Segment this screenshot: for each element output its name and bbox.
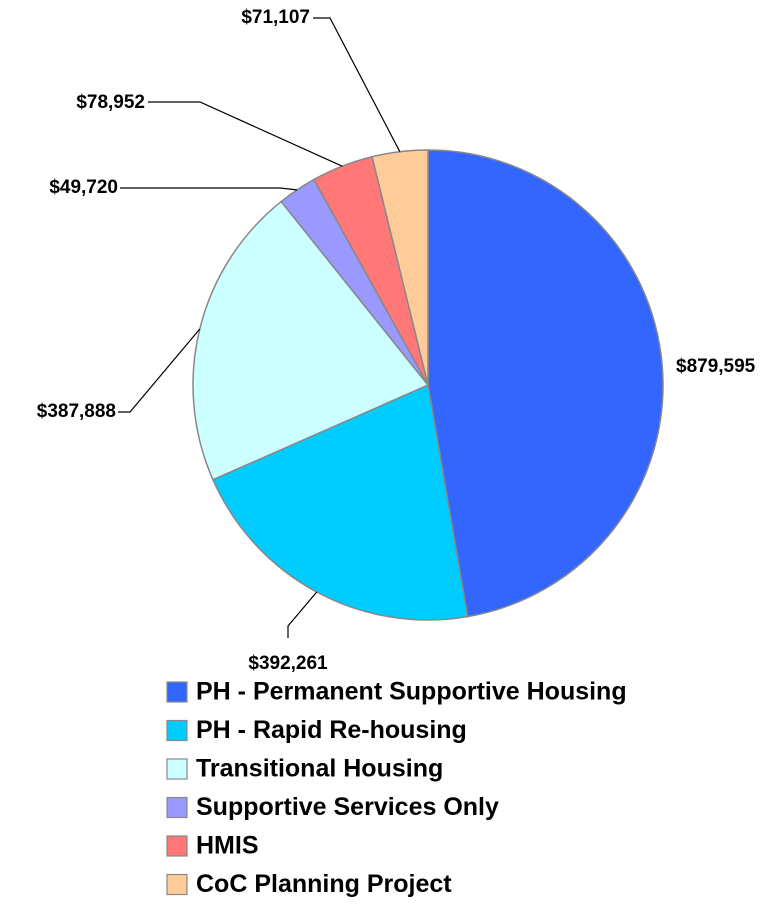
leader-line [118,328,201,413]
data-label: $49,720 [49,177,118,198]
leader-line [120,187,298,191]
legend-label: CoC Planning Project [196,870,452,898]
data-label: $392,261 [248,653,328,674]
pie-slice [192,200,430,481]
legend-swatch [166,873,188,896]
data-label: $78,952 [76,92,145,113]
legend-label: Transitional Housing [196,755,443,783]
data-label: $879,595 [676,356,756,377]
pie-slice [211,383,469,621]
pie-slice [371,149,429,386]
legend-swatch [166,758,188,780]
data-label: $71,107 [241,7,310,28]
data-label: $387,888 [37,401,116,422]
leader-line [287,591,318,638]
legend-label: Supportive Services Only [196,793,499,821]
legend-swatch [166,719,188,742]
leader-line [148,101,343,167]
pie-slice [427,149,664,618]
legend-label: HMIS [196,832,259,860]
leader-line [313,17,401,152]
legend-swatch [166,835,188,857]
legend-swatch [166,796,188,819]
legend-label: PH - Rapid Re-housing [196,716,467,744]
legend-swatch [166,681,188,703]
legend-label: PH - Permanent Supportive Housing [196,678,627,706]
